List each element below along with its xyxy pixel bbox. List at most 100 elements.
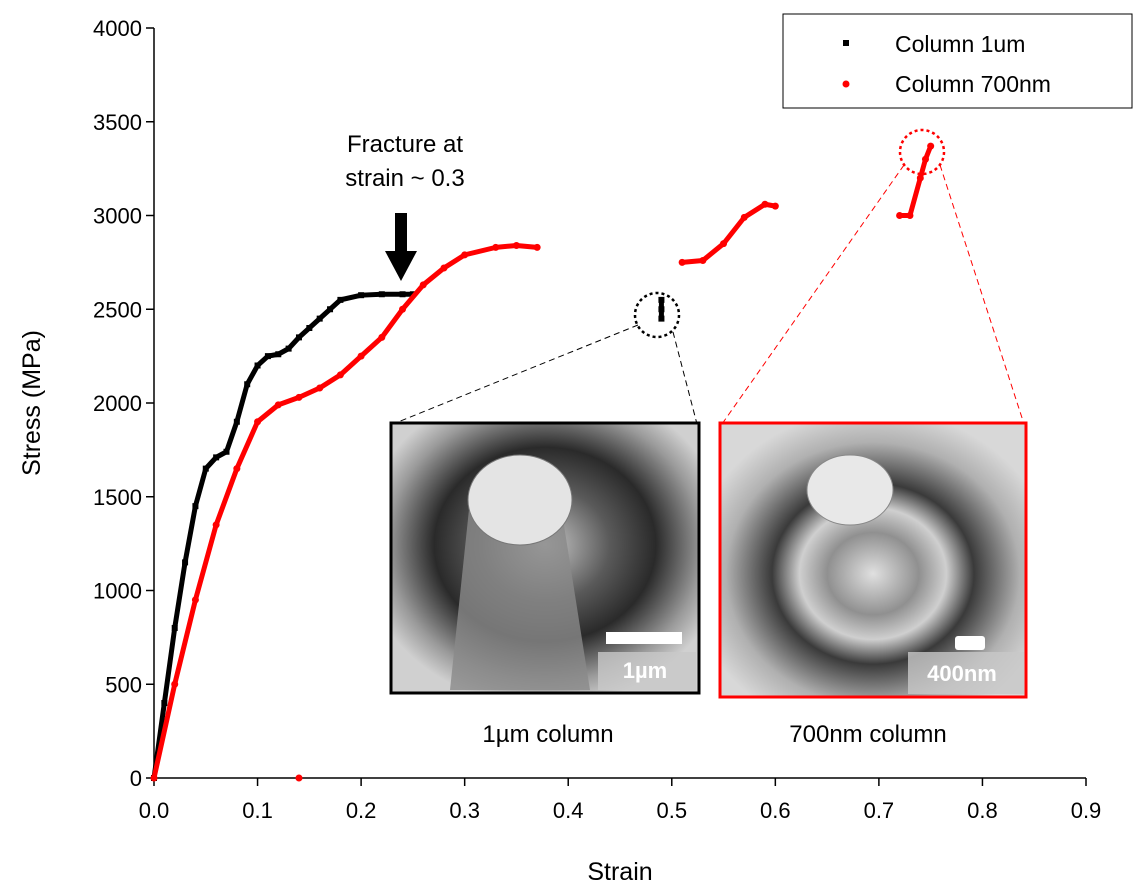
- point: [440, 264, 448, 272]
- point: [916, 174, 924, 182]
- scale-bar: [955, 636, 985, 650]
- y-tick-label: 2000: [93, 391, 142, 416]
- point: [223, 448, 230, 455]
- point: [761, 200, 769, 208]
- point: [378, 291, 385, 298]
- point: [171, 625, 178, 631]
- y-tick-label: 1500: [93, 485, 142, 510]
- x-tick-label: 0.0: [139, 798, 170, 823]
- x-tick-label: 0.3: [449, 798, 480, 823]
- x-axis-label: Strain: [587, 858, 652, 886]
- point: [233, 465, 241, 473]
- annotation: strain ~ 0.3: [345, 165, 464, 192]
- scale-bar: [606, 632, 682, 644]
- y-tick-label: 3000: [93, 204, 142, 229]
- point: [212, 521, 220, 529]
- point: [244, 381, 251, 388]
- inset: 400nm 700nm column: [718, 421, 1028, 748]
- point: [358, 292, 365, 299]
- point: [316, 384, 324, 392]
- point: [720, 240, 728, 248]
- point: [492, 243, 500, 251]
- scale-label: 400nm: [927, 661, 997, 686]
- legend-box: [782, 13, 1133, 109]
- zoom-line: [939, 164, 1025, 425]
- point: [171, 680, 179, 688]
- point: [295, 774, 303, 782]
- y-tick-label: 2500: [93, 297, 142, 322]
- legend-label: Column 1um: [895, 31, 1025, 57]
- point: [264, 353, 271, 360]
- point: [336, 371, 344, 379]
- point: [337, 296, 344, 303]
- point: [896, 212, 904, 219]
- point: [295, 334, 302, 341]
- x-tick-label: 0.7: [864, 798, 895, 823]
- point: [316, 315, 323, 322]
- point: [378, 333, 386, 341]
- point: [161, 700, 168, 706]
- point: [275, 351, 282, 358]
- legend-marker: [843, 40, 849, 46]
- zoom-circle: [898, 128, 946, 176]
- zoom-line: [392, 324, 639, 425]
- column-top: [467, 454, 573, 546]
- inset-caption: 700nm column: [789, 721, 946, 748]
- inset: 1µm 1µm column: [389, 421, 701, 748]
- point: [233, 418, 240, 425]
- point: [399, 291, 406, 298]
- arrow: [385, 213, 417, 281]
- point: [254, 362, 261, 369]
- point: [399, 305, 407, 313]
- zoom-line: [721, 164, 905, 425]
- series: [150, 142, 935, 782]
- point: [461, 251, 469, 259]
- y-tick-label: 500: [105, 672, 142, 697]
- inset-caption: 1µm column: [482, 721, 613, 748]
- x-tick-label: 0.2: [346, 798, 377, 823]
- y-tick-label: 4000: [93, 16, 142, 41]
- label-bg: [908, 652, 1024, 694]
- series: [151, 291, 665, 781]
- x-tick-label: 0.9: [1071, 798, 1102, 823]
- column-top: [806, 454, 894, 526]
- y-tick-label: 0: [130, 766, 142, 791]
- point: [658, 306, 665, 313]
- x-tick-label: 0.1: [242, 798, 273, 823]
- point: [927, 142, 935, 150]
- point: [254, 418, 262, 426]
- point: [285, 345, 292, 352]
- point: [191, 596, 199, 604]
- point: [419, 281, 427, 289]
- point: [192, 503, 199, 510]
- point: [906, 212, 914, 219]
- point: [357, 352, 365, 360]
- point: [213, 454, 220, 461]
- y-tick-label: 1000: [93, 579, 142, 604]
- point: [512, 242, 520, 249]
- point: [202, 465, 209, 472]
- point: [658, 296, 665, 303]
- y-tick-label: 3500: [93, 110, 142, 135]
- point: [740, 213, 748, 221]
- annotation: Fracture at: [347, 131, 463, 158]
- point: [295, 393, 303, 401]
- x-tick-label: 0.5: [656, 798, 687, 823]
- column-shape: [450, 500, 590, 690]
- legend-label: Column 700nm: [895, 71, 1051, 97]
- x-tick-label: 0.6: [760, 798, 791, 823]
- point: [327, 306, 334, 313]
- point: [182, 559, 189, 566]
- point: [533, 243, 541, 251]
- point: [921, 155, 929, 163]
- x-tick-label: 0.8: [967, 798, 998, 823]
- y-axis-label: Stress (MPa): [18, 330, 46, 476]
- point: [150, 774, 158, 782]
- x-tick-label: 0.4: [553, 798, 584, 823]
- point: [678, 258, 686, 266]
- scale-label: 1µm: [623, 658, 667, 683]
- point: [699, 257, 707, 264]
- zoom-line: [672, 331, 698, 425]
- point: [658, 315, 665, 322]
